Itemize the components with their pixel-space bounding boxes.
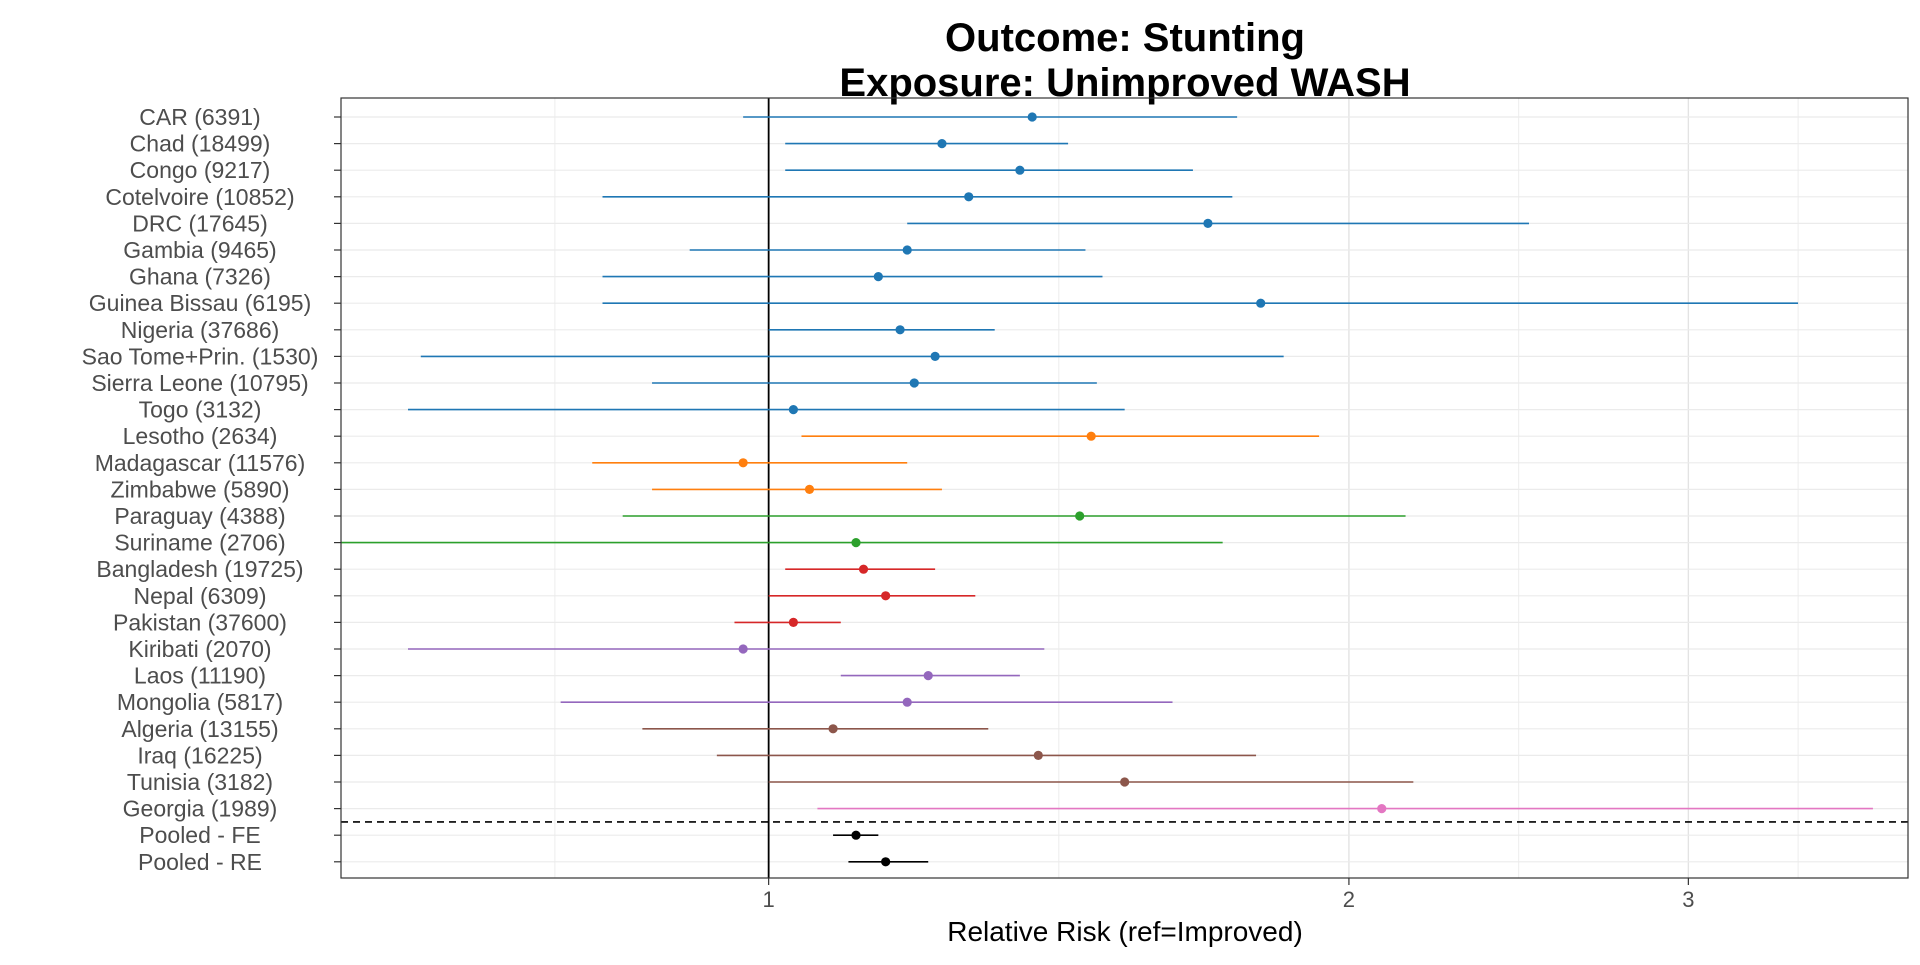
y-tick-label: Bangladesh (19725) <box>96 556 303 582</box>
estimate-point <box>858 564 869 574</box>
estimate-point <box>895 325 905 335</box>
estimate-point <box>1086 431 1096 441</box>
estimate-point <box>902 697 912 707</box>
estimate-point <box>1256 298 1266 308</box>
y-tick-label: Algeria (13155) <box>121 716 278 742</box>
grid-layer <box>341 98 1908 878</box>
y-tick-label: Guinea Bissau (6195) <box>89 290 311 316</box>
y-tick-label: Sao Tome+Prin. (1530) <box>82 343 319 369</box>
y-tick-label: Laos (11190) <box>134 663 266 689</box>
estimate-point <box>851 538 861 548</box>
estimate-point <box>788 405 798 415</box>
y-tick-label: Suriname (2706) <box>114 530 285 556</box>
estimate-point <box>964 192 974 202</box>
y-tick-label: Zimbabwe (5890) <box>111 476 290 502</box>
x-tick-label: 3 <box>1682 887 1694 912</box>
plot-panel-border <box>340 97 1909 879</box>
y-tick-label: Congo (9217) <box>130 157 271 183</box>
y-tick-label: Ghana (7326) <box>129 264 271 290</box>
estimate-point <box>1203 218 1213 228</box>
y-tick-label: Georgia (1989) <box>123 796 278 822</box>
y-tick-label: Togo (3132) <box>139 397 262 423</box>
estimate-point <box>1027 112 1037 122</box>
y-tick-label: Pooled - RE <box>138 849 262 875</box>
estimate-point <box>881 857 891 867</box>
y-tick-label: Mongolia (5817) <box>117 689 283 715</box>
y-tick-label: Kiribati (2070) <box>128 636 271 662</box>
y-tick-label: Gambia (9465) <box>123 237 276 263</box>
estimate-point <box>828 724 838 734</box>
y-tick-label: Paraguay (4388) <box>114 503 285 529</box>
estimate-point <box>902 245 912 255</box>
y-tick-label: Iraq (16225) <box>137 742 262 768</box>
y-tick-label: CAR (6391) <box>139 104 260 130</box>
estimate-point <box>1015 165 1025 175</box>
estimate-point <box>1377 804 1387 814</box>
estimate-point <box>804 484 815 494</box>
y-tick-label: DRC (17645) <box>132 210 268 236</box>
estimate-point <box>909 378 919 388</box>
estimate-point <box>930 351 940 361</box>
estimate-point <box>738 644 748 654</box>
x-tick-label: 2 <box>1343 887 1355 912</box>
axis-layer: CAR (6391)Chad (18499)Congo (9217)Cotelv… <box>82 104 1695 912</box>
estimate-point <box>923 671 933 681</box>
y-tick-label: Nepal (6309) <box>134 583 267 609</box>
estimate-point <box>851 830 861 840</box>
marks-layer <box>341 98 1908 878</box>
estimate-point <box>881 591 891 601</box>
y-tick-label: Tunisia (3182) <box>127 769 273 795</box>
estimate-point <box>873 272 883 282</box>
estimate-point <box>738 458 748 468</box>
estimate-point <box>1120 777 1130 787</box>
estimate-point <box>788 617 798 628</box>
estimate-point <box>1033 750 1043 761</box>
estimate-point <box>1075 511 1085 521</box>
y-tick-label: Lesotho (2634) <box>123 423 278 449</box>
x-axis-title: Relative Risk (ref=Improved) <box>947 916 1303 947</box>
y-tick-label: Cotelvoire (10852) <box>105 184 294 210</box>
chart-title: Outcome: Stunting <box>945 16 1305 60</box>
y-tick-label: Pooled - FE <box>139 822 260 848</box>
y-tick-label: Pakistan (37600) <box>113 609 287 635</box>
y-tick-label: Sierra Leone (10795) <box>91 370 308 396</box>
estimate-point <box>937 139 947 149</box>
y-tick-label: Chad (18499) <box>130 131 271 157</box>
y-tick-label: Madagascar (11576) <box>95 450 306 476</box>
x-tick-label: 1 <box>763 887 775 912</box>
y-tick-label: Nigeria (37686) <box>121 317 280 343</box>
